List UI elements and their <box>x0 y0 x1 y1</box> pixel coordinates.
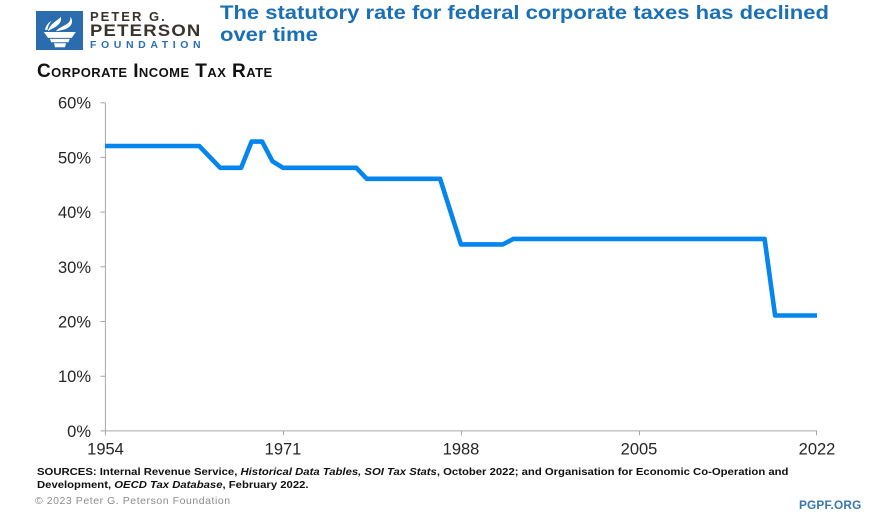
svg-text:1988: 1988 <box>443 441 480 459</box>
svg-text:60%: 60% <box>58 95 91 113</box>
svg-text:1954: 1954 <box>87 441 124 459</box>
svg-text:2022: 2022 <box>799 441 836 459</box>
svg-text:1971: 1971 <box>265 441 302 459</box>
svg-text:30%: 30% <box>58 259 91 277</box>
svg-text:50%: 50% <box>58 149 91 167</box>
svg-text:0%: 0% <box>67 423 91 441</box>
svg-text:2005: 2005 <box>621 441 658 459</box>
svg-text:10%: 10% <box>58 368 91 386</box>
svg-text:40%: 40% <box>58 204 91 222</box>
svg-text:20%: 20% <box>58 314 91 332</box>
